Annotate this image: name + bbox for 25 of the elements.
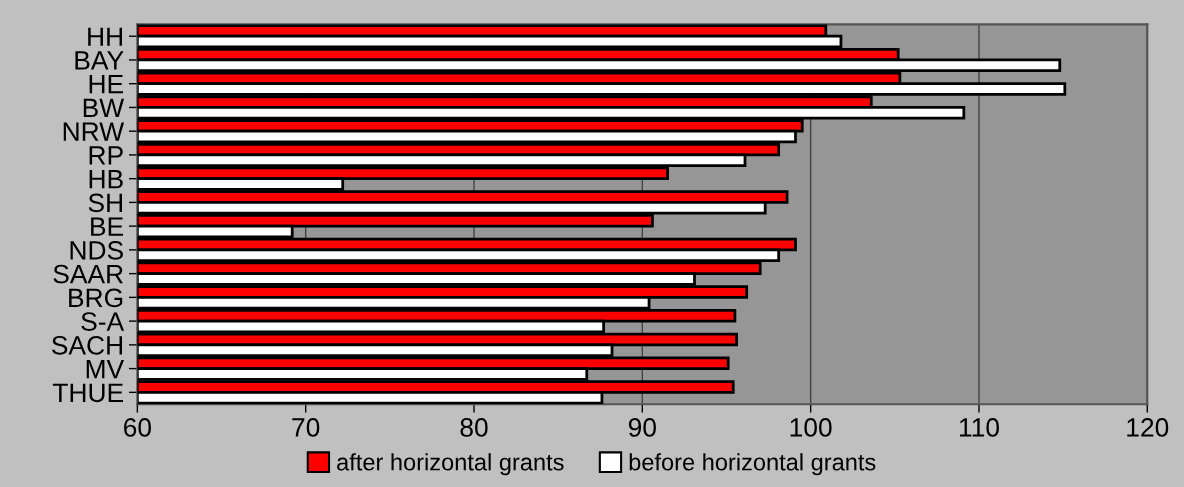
y-tick-label: S-A bbox=[81, 312, 125, 331]
x-tick-label: 60 bbox=[124, 418, 151, 437]
x-tick-label: 110 bbox=[959, 418, 999, 437]
y-tick-label: BRG bbox=[69, 288, 123, 308]
y-tick-label: SH bbox=[88, 193, 122, 213]
y-tick-label: BAY bbox=[75, 51, 124, 70]
y-tick-label: NRW bbox=[63, 122, 125, 141]
y-tick-label: NDS bbox=[70, 241, 123, 260]
x-tick-label: 90 bbox=[628, 418, 656, 437]
y-tick-label: HE bbox=[89, 75, 124, 94]
x-tick-label: 80 bbox=[460, 418, 488, 437]
y-tick-label: BW bbox=[83, 98, 125, 118]
y-tick-label: HH bbox=[88, 27, 122, 46]
y-tick-label: SACH bbox=[52, 335, 122, 355]
y-tick-label: SAAR bbox=[53, 264, 123, 284]
y-tick-label: THUE bbox=[52, 383, 124, 403]
y-tick-label: BE bbox=[91, 217, 124, 236]
y-tick-label: RP bbox=[89, 146, 123, 165]
y-tick-label: HB bbox=[89, 170, 123, 189]
x-tick-label: 100 bbox=[790, 418, 832, 437]
y-tick-label: MV bbox=[86, 360, 125, 379]
x-tick-label: 120 bbox=[1127, 418, 1169, 437]
legend-label: before horizontal grants bbox=[629, 453, 876, 476]
x-tick-label: 70 bbox=[292, 418, 320, 437]
legend-label: after horizontal grants bbox=[337, 453, 564, 476]
